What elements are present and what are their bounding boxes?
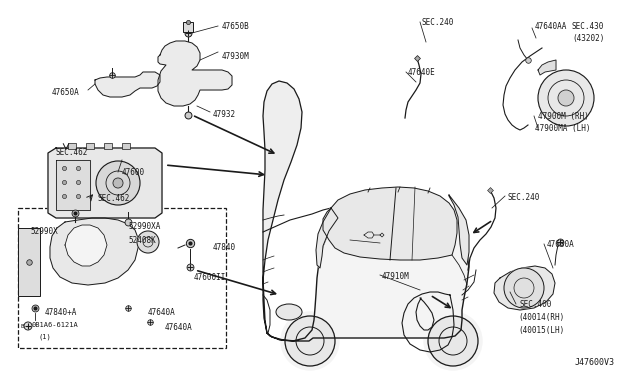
Circle shape [424, 312, 482, 370]
Polygon shape [494, 266, 555, 310]
Circle shape [504, 268, 544, 308]
Text: 47640E: 47640E [408, 68, 436, 77]
Text: (40015(LH): (40015(LH) [518, 326, 564, 335]
Text: 47600: 47600 [122, 168, 145, 177]
Text: 47900M (RH): 47900M (RH) [538, 112, 589, 121]
Text: 47840+A: 47840+A [45, 308, 77, 317]
Circle shape [96, 161, 140, 205]
Text: 47930M: 47930M [222, 52, 250, 61]
Polygon shape [316, 208, 338, 268]
Text: SEC.462: SEC.462 [55, 148, 88, 157]
Circle shape [281, 312, 339, 370]
Polygon shape [158, 41, 232, 106]
Text: SEC.240: SEC.240 [508, 193, 540, 202]
Text: 47630A: 47630A [547, 240, 575, 249]
Text: 47840: 47840 [213, 243, 236, 252]
Polygon shape [56, 160, 90, 210]
Polygon shape [95, 72, 160, 97]
Text: 47932: 47932 [213, 110, 236, 119]
Text: 47910M: 47910M [382, 272, 410, 281]
Circle shape [137, 231, 159, 253]
Text: 0B1A6-6121A: 0B1A6-6121A [32, 322, 79, 328]
Text: 47900MA (LH): 47900MA (LH) [535, 124, 591, 133]
Text: (1): (1) [38, 334, 51, 340]
Ellipse shape [276, 304, 302, 320]
Circle shape [558, 90, 574, 106]
Text: SEC.400: SEC.400 [520, 300, 552, 309]
Text: 52990XA: 52990XA [128, 222, 161, 231]
Text: SEC.462: SEC.462 [97, 194, 129, 203]
Bar [104, 143, 112, 149]
Text: 47650B: 47650B [222, 22, 250, 31]
Text: B: B [20, 324, 24, 330]
Circle shape [428, 316, 478, 366]
Bar [86, 143, 94, 149]
Text: SEC.240: SEC.240 [422, 18, 454, 27]
Polygon shape [65, 225, 107, 266]
Bar [68, 143, 76, 149]
Bar [18, 228, 40, 296]
Circle shape [285, 316, 335, 366]
Text: 47650A: 47650A [52, 88, 80, 97]
Polygon shape [48, 148, 162, 218]
Text: 47600II: 47600II [194, 273, 227, 282]
Polygon shape [263, 81, 302, 333]
Text: 52990X: 52990X [30, 227, 58, 236]
Text: 47640A: 47640A [148, 308, 176, 317]
Text: 52408K: 52408K [128, 236, 156, 245]
Circle shape [113, 178, 123, 188]
Text: (40014(RH): (40014(RH) [518, 313, 564, 322]
Polygon shape [538, 60, 556, 75]
Text: SEC.430: SEC.430 [572, 22, 604, 31]
Bar [183, 22, 193, 32]
Circle shape [24, 322, 32, 330]
Text: 47640A: 47640A [165, 323, 193, 332]
Bar [122, 143, 130, 149]
Polygon shape [50, 218, 138, 285]
Text: (43202): (43202) [572, 34, 604, 43]
Circle shape [538, 70, 594, 126]
Bar [18, 208, 226, 348]
Polygon shape [449, 195, 469, 265]
Polygon shape [323, 187, 457, 260]
Text: 47640AA: 47640AA [535, 22, 568, 31]
Polygon shape [267, 189, 469, 341]
Text: J47600V3: J47600V3 [575, 358, 615, 367]
